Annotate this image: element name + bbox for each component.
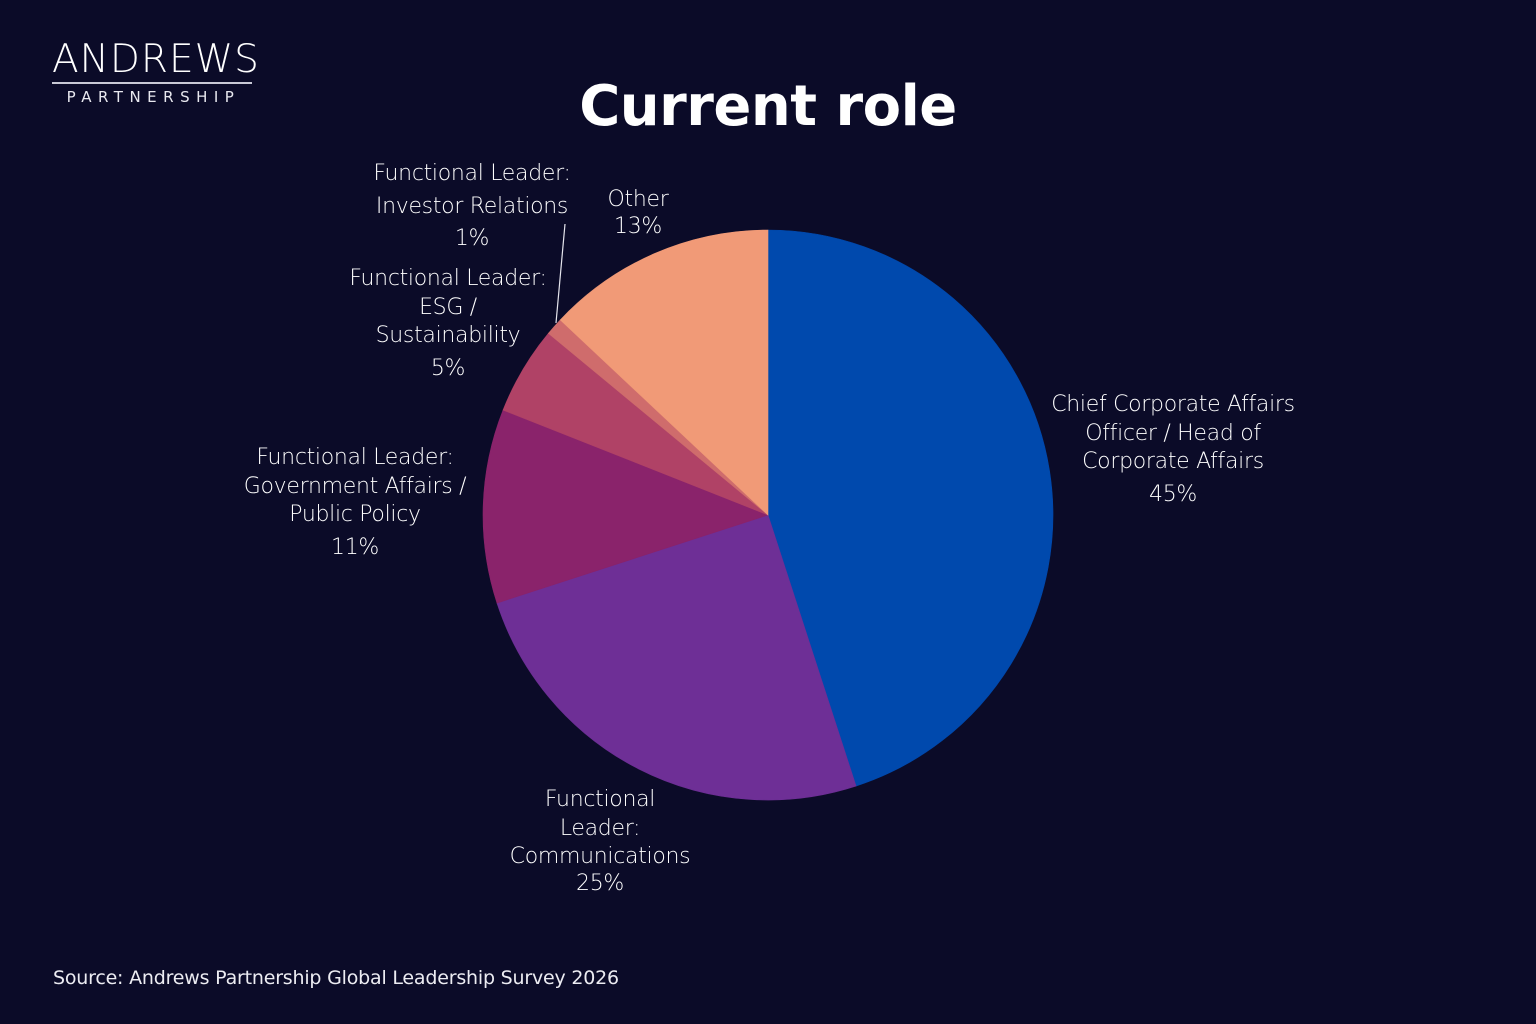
label-line: Communications [509, 844, 691, 869]
label-esg-sustainability: Functional Leader: ESG / Sustainability … [333, 265, 563, 383]
label-percent: 11% [331, 534, 379, 560]
logo-subtitle: PARTNERSHIP [66, 88, 241, 106]
slice-chief-corporate-affairs [767, 229, 1054, 787]
source-note: Source: Andrews Partnership Global Leade… [53, 967, 619, 989]
label-percent: 5% [430, 355, 466, 381]
label-other: Other 13% [588, 186, 688, 240]
slice-government-affairs [482, 409, 769, 604]
label-line: Public Policy [289, 502, 421, 527]
label-percent: 45% [1149, 481, 1197, 507]
slice-communications [496, 514, 857, 801]
label-line: Other [607, 187, 669, 212]
investor-relations-leader-line [555, 223, 566, 324]
pie-slices [482, 229, 1054, 801]
logo-divider [52, 82, 252, 84]
company-logo: ANDREWS PARTNERSHIP [52, 37, 260, 106]
label-line: Functional Leader: [373, 161, 571, 186]
label-percent: 1% [454, 226, 490, 251]
label-line: Functional Leader: [256, 445, 454, 470]
label-line: Sustainability [375, 323, 521, 348]
label-investor-relations: Functional Leader: Investor Relations 1% [357, 160, 587, 254]
logo-wordmark: ANDREWS [52, 37, 260, 82]
label-line: Chief Corporate Affairs [1051, 392, 1295, 417]
label-line: Officer / Head of [1085, 420, 1261, 446]
label-line: Functional [544, 787, 656, 812]
label-line: Government Affairs / [243, 473, 467, 499]
label-communications: Functional Leader: Communications 25% [490, 786, 710, 898]
label-line: Functional Leader: [349, 266, 547, 291]
label-line: Investor Relations [375, 193, 569, 219]
slice-other [559, 229, 769, 516]
chart-title: Current role [579, 74, 957, 139]
label-line: ESG / [419, 294, 477, 320]
label-percent: 13% [614, 214, 662, 239]
label-chief-corporate-affairs: Chief Corporate Affairs Officer / Head o… [1036, 391, 1310, 509]
label-government-affairs: Functional Leader: Government Affairs / … [225, 444, 485, 562]
label-percent: 25% [576, 870, 624, 896]
label-line: Leader: [559, 815, 641, 841]
label-line: Corporate Affairs [1082, 449, 1264, 474]
